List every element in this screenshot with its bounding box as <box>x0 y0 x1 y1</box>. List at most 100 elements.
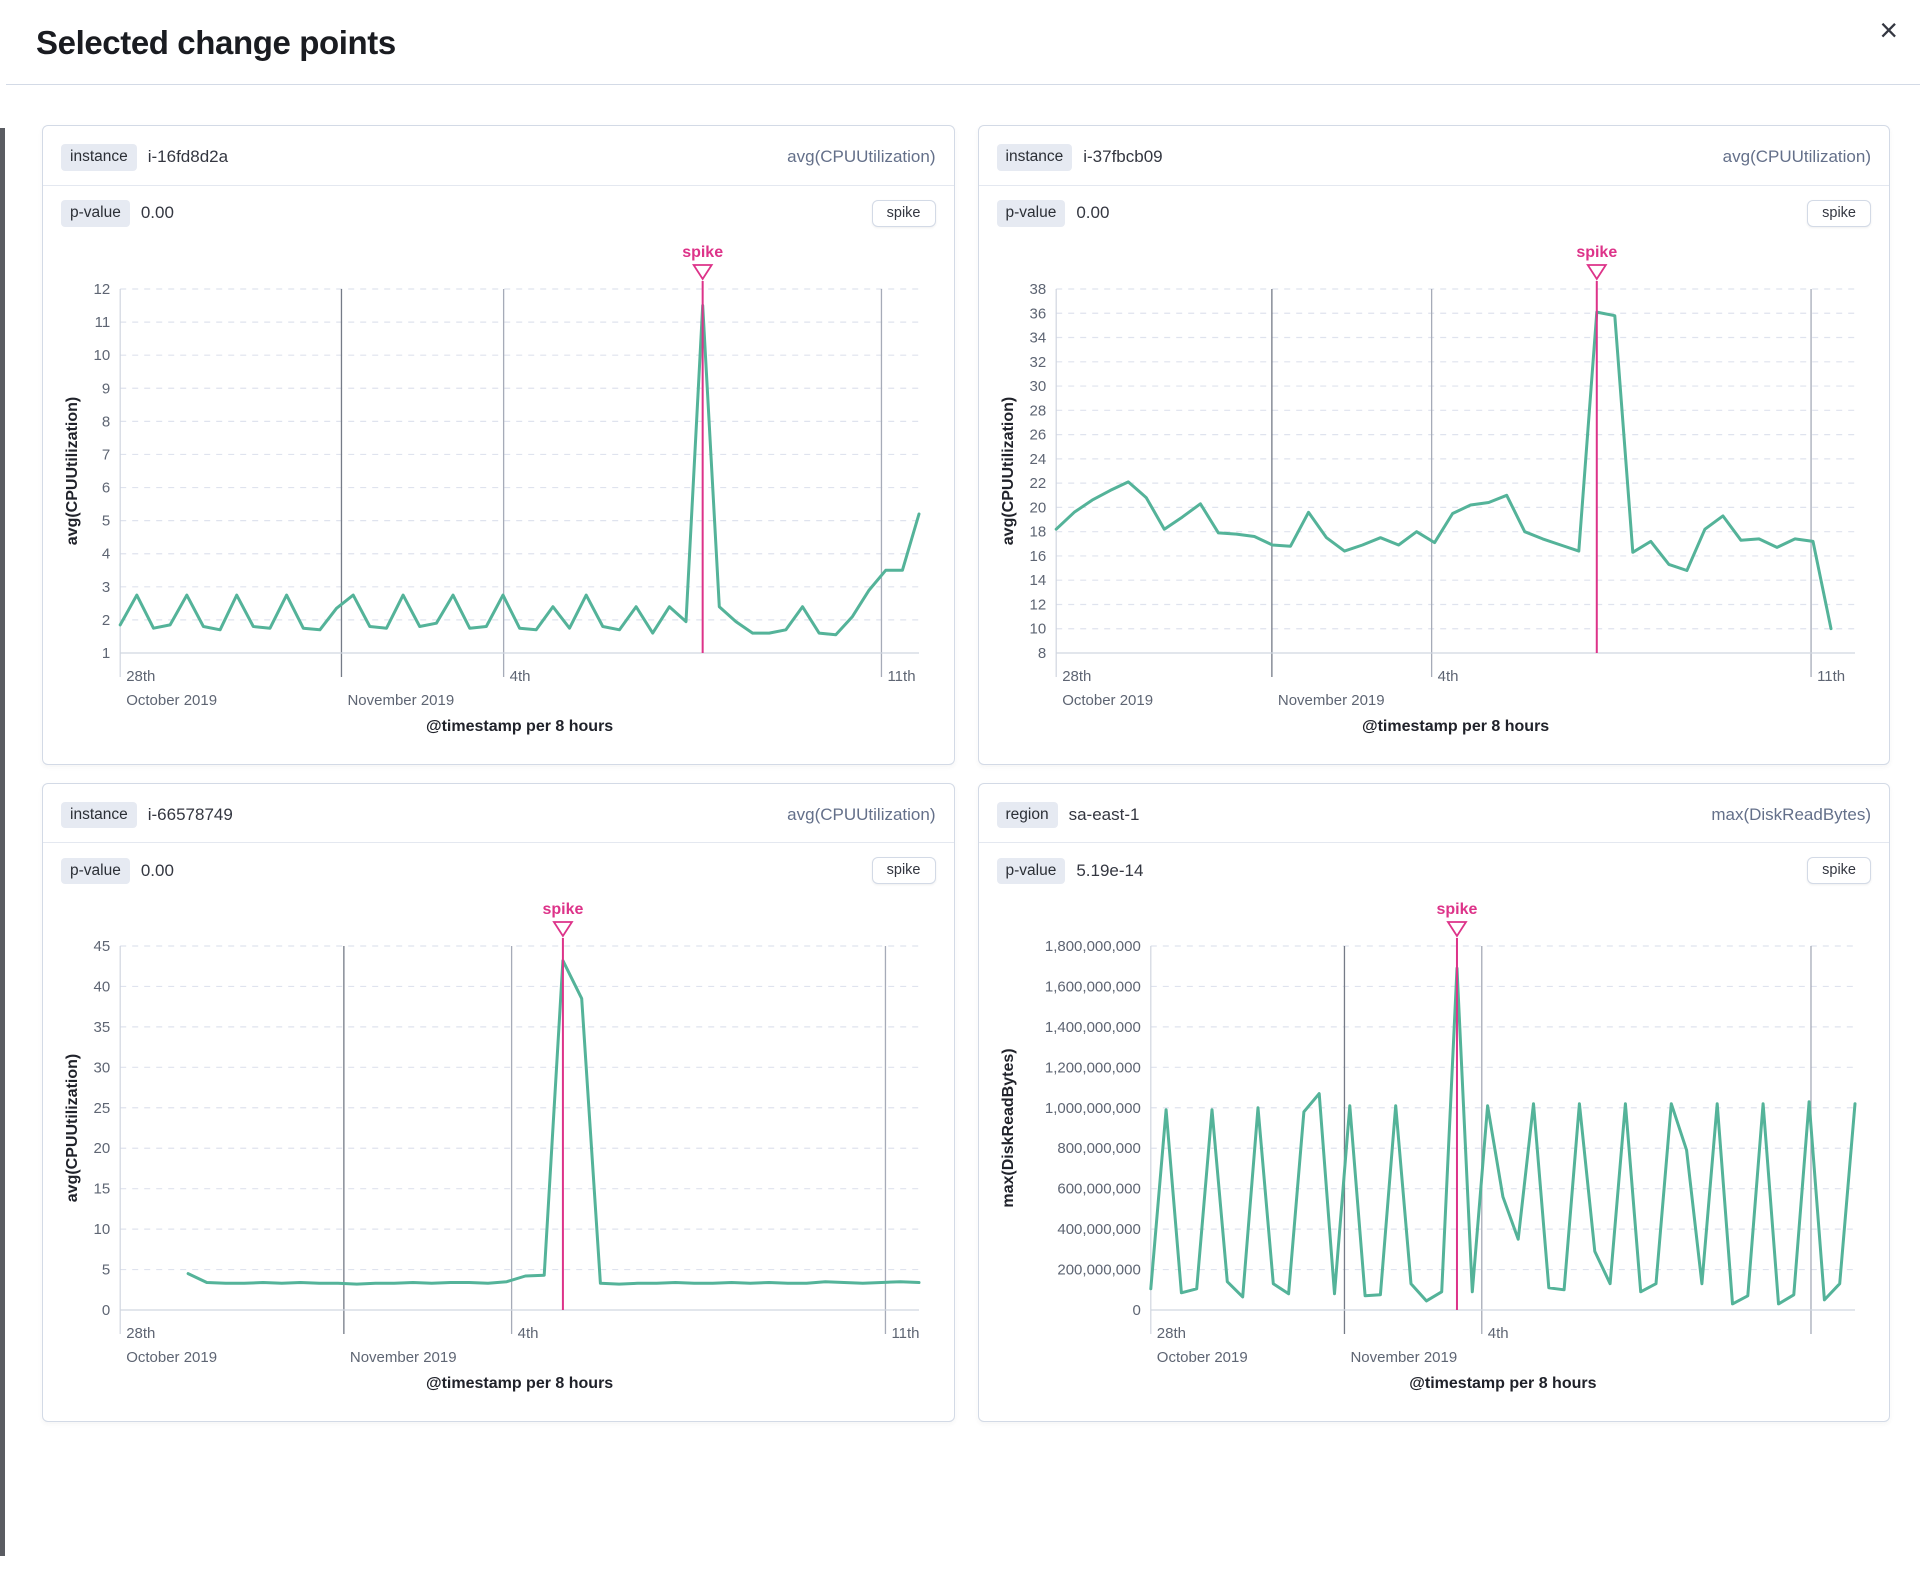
change-point-chart[interactable]: spike 0 200,000,000 400,000,000 600,000,000 8… <box>995 888 1874 1409</box>
p-value-badge: p-value <box>61 199 130 227</box>
svg-text:20: 20 <box>94 1141 111 1158</box>
p-value-label: 0.00 <box>140 860 174 880</box>
svg-text:October 2019: October 2019 <box>1156 1349 1247 1366</box>
svg-text:4: 4 <box>102 545 110 562</box>
p-value-label: 5.19e-14 <box>1076 860 1144 880</box>
svg-text:1,200,000,000: 1,200,000,000 <box>1044 1060 1140 1077</box>
p-value-row: p-value 0.00 spike <box>59 843 938 886</box>
svg-text:spike: spike <box>1576 244 1617 261</box>
svg-text:30: 30 <box>1029 378 1046 395</box>
p-value-row: p-value 5.19e-14 spike <box>995 843 1874 886</box>
svg-text:@timestamp per 8 hours: @timestamp per 8 hours <box>426 1375 613 1392</box>
svg-text:@timestamp per 8 hours: @timestamp per 8 hours <box>426 718 613 735</box>
svg-text:2: 2 <box>102 612 110 629</box>
change-point-chart[interactable]: spike 1 2 3 4 5 6 7 8 9 10 11 12 28th October 2019 Nove… <box>59 231 938 752</box>
svg-text:11: 11 <box>95 314 111 331</box>
panel-header: instance i-37fbcb09 avg(CPUUtilization) <box>995 140 1874 185</box>
p-value-label: 0.00 <box>140 203 174 223</box>
divider <box>978 842 1889 844</box>
svg-text:30: 30 <box>94 1060 111 1077</box>
svg-text:15: 15 <box>94 1181 111 1198</box>
svg-text:11th: 11th <box>887 668 915 685</box>
svg-text:14: 14 <box>1029 572 1046 589</box>
svg-text:34: 34 <box>1029 329 1046 346</box>
svg-text:3: 3 <box>102 579 110 596</box>
svg-text:800,000,000: 800,000,000 <box>1057 1141 1140 1158</box>
p-value-badge: p-value <box>996 199 1066 227</box>
svg-text:spike: spike <box>682 244 723 261</box>
svg-text:November 2019: November 2019 <box>347 692 454 709</box>
svg-text:4th: 4th <box>510 668 531 685</box>
close-icon[interactable]: × <box>1869 8 1908 52</box>
svg-text:400,000,000: 400,000,000 <box>1057 1221 1140 1238</box>
svg-text:5: 5 <box>102 512 110 529</box>
svg-text:8: 8 <box>1037 645 1045 662</box>
svg-text:4th: 4th <box>1487 1325 1508 1342</box>
svg-text:1: 1 <box>102 645 110 662</box>
svg-text:38: 38 <box>1029 281 1046 298</box>
svg-text:spike: spike <box>1436 901 1477 918</box>
svg-text:6: 6 <box>102 479 110 496</box>
svg-text:32: 32 <box>1029 353 1046 370</box>
svg-text:4th: 4th <box>518 1325 539 1342</box>
change-type-button[interactable]: spike <box>871 199 936 227</box>
metric-label: avg(CPUUtilization) <box>787 147 936 167</box>
change-point-chart[interactable]: spike 8 10 12 14 16 18 20 22 24 26 28 30 32 34 36 38 28th… <box>995 231 1874 752</box>
change-point-panel-3: instance i-66578749 avg(CPUUtilization) … <box>42 782 955 1423</box>
p-value-row: p-value 0.00 spike <box>59 186 938 229</box>
svg-text:1,000,000,000: 1,000,000,000 <box>1044 1100 1140 1117</box>
svg-text:0: 0 <box>1132 1302 1140 1319</box>
svg-text:11th: 11th <box>891 1325 919 1342</box>
field-name-badge: instance <box>61 144 137 171</box>
svg-text:10: 10 <box>94 347 111 364</box>
p-value-badge: p-value <box>996 857 1066 885</box>
change-point-panel-2: instance i-37fbcb09 avg(CPUUtilization) … <box>977 125 1890 765</box>
svg-text:28th: 28th <box>1062 668 1091 685</box>
svg-text:October 2019: October 2019 <box>1062 692 1153 709</box>
svg-text:9: 9 <box>102 380 110 397</box>
change-point-panel-1: instance i-16fd8d2a avg(CPUUtilization) … <box>42 125 955 765</box>
field-name-badge: instance <box>61 801 137 829</box>
selected-change-points-modal: Selected change points × instance i-16fd… <box>6 0 1920 1578</box>
svg-text:avg(CPUUtilization): avg(CPUUtilization) <box>64 396 81 544</box>
svg-text:40: 40 <box>94 979 111 996</box>
svg-text:10: 10 <box>94 1221 111 1238</box>
change-point-panel-4: region sa-east-1 max(DiskReadBytes) p-va… <box>977 782 1890 1423</box>
metric-label: max(DiskReadBytes) <box>1711 805 1871 825</box>
svg-text:45: 45 <box>94 938 111 955</box>
panels-grid: instance i-16fd8d2a avg(CPUUtilization) … <box>6 85 1920 1482</box>
svg-text:26: 26 <box>1029 426 1046 443</box>
panel-header: instance i-16fd8d2a avg(CPUUtilization) <box>59 140 938 185</box>
change-type-button[interactable]: spike <box>871 857 936 885</box>
svg-text:22: 22 <box>1029 475 1046 492</box>
svg-text:max(DiskReadBytes): max(DiskReadBytes) <box>1000 1049 1017 1208</box>
svg-text:avg(CPUUtilization): avg(CPUUtilization) <box>1000 396 1017 544</box>
svg-text:12: 12 <box>1029 596 1046 613</box>
panel-header: region sa-east-1 max(DiskReadBytes) <box>995 798 1874 843</box>
field-value-label: i-16fd8d2a <box>147 147 229 167</box>
svg-text:12: 12 <box>94 281 111 298</box>
change-type-button[interactable]: spike <box>1807 199 1871 227</box>
svg-text:1,400,000,000: 1,400,000,000 <box>1044 1019 1140 1036</box>
change-type-button[interactable]: spike <box>1807 857 1871 885</box>
p-value-label: 0.00 <box>1076 203 1110 223</box>
svg-text:@timestamp per 8 hours: @timestamp per 8 hours <box>1409 1375 1596 1392</box>
modal-header: Selected change points × <box>6 0 1920 85</box>
svg-text:35: 35 <box>94 1019 111 1036</box>
svg-text:200,000,000: 200,000,000 <box>1057 1262 1140 1279</box>
panel-header: instance i-66578749 avg(CPUUtilization) <box>59 798 938 843</box>
p-value-badge: p-value <box>61 857 130 885</box>
svg-text:November 2019: November 2019 <box>1350 1349 1457 1366</box>
svg-text:28th: 28th <box>126 668 155 685</box>
svg-text:0: 0 <box>102 1302 110 1319</box>
field-value-label: i-66578749 <box>147 805 233 825</box>
metric-label: avg(CPUUtilization) <box>787 805 936 825</box>
divider <box>978 184 1889 186</box>
svg-text:28: 28 <box>1029 402 1046 419</box>
svg-text:1,800,000,000: 1,800,000,000 <box>1044 938 1140 955</box>
field-name-badge: region <box>996 801 1058 829</box>
svg-text:@timestamp per 8 hours: @timestamp per 8 hours <box>1361 718 1548 735</box>
svg-text:18: 18 <box>1029 523 1046 540</box>
change-point-chart[interactable]: spike 0 5 10 15 20 25 30 35 40 45 28th October 2019 N… <box>59 888 938 1409</box>
svg-text:November 2019: November 2019 <box>350 1349 457 1366</box>
